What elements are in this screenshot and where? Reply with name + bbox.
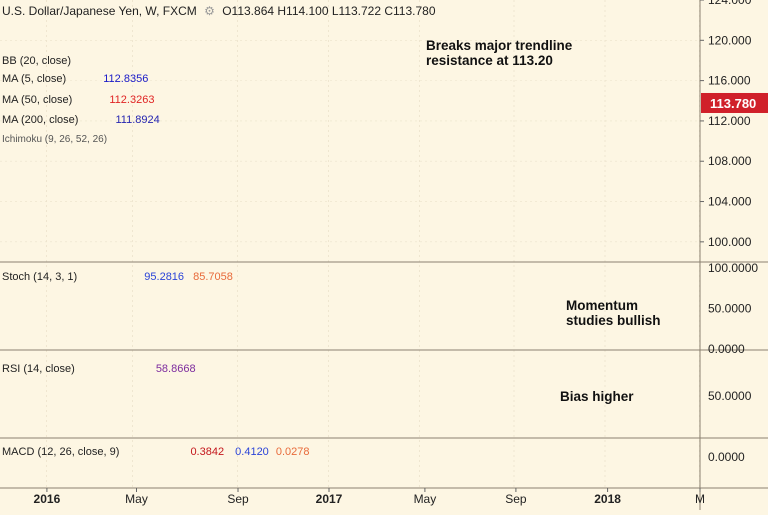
ichimoku-label[interactable]: Ichimoku (9, 26, 52, 26) bbox=[2, 134, 108, 145]
price-badge bbox=[701, 92, 768, 113]
x-tick-label: 2017 bbox=[316, 492, 343, 506]
settings-icon[interactable]: ⚙ bbox=[204, 4, 215, 18]
annotation-breakout: Breaks major trendline resistance at 113… bbox=[426, 38, 573, 68]
ma5-label[interactable]: MA (5, close) 112.8356 bbox=[2, 73, 149, 85]
x-tick-label: Sep bbox=[505, 492, 527, 506]
x-tick-label: 2016 bbox=[34, 492, 61, 506]
y-tick-label: 112.000 bbox=[708, 114, 751, 128]
ma50-value: 112.3263 bbox=[109, 94, 155, 106]
macd-signal-value: 0.0278 bbox=[275, 446, 310, 458]
annotation-momentum: Momentum studies bullish bbox=[566, 298, 661, 328]
stoch-tick-label: 0.0000 bbox=[708, 342, 745, 356]
x-tick-label: M bbox=[695, 492, 705, 506]
y-tick-label: 120.000 bbox=[708, 33, 752, 47]
ohlc-readout: O113.864 H114.100 L113.722 C113.780 bbox=[222, 4, 436, 18]
ma200-value: 111.8924 bbox=[115, 114, 160, 126]
macd-line-value: 0.4120 bbox=[235, 446, 269, 458]
rsi-label[interactable]: RSI (14, close) 58.8668 bbox=[2, 363, 196, 375]
ma5-value: 112.8356 bbox=[103, 73, 149, 85]
x-tick-label: 2018 bbox=[594, 492, 621, 506]
macd-hist-value: 0.3842 bbox=[190, 446, 225, 458]
macd-tick-label: 0.0000 bbox=[708, 450, 745, 464]
ma50-label[interactable]: MA (50, close) 112.3263 bbox=[2, 94, 155, 106]
x-tick-label: Sep bbox=[227, 492, 249, 506]
x-tick-label: May bbox=[414, 492, 437, 506]
macd-label[interactable]: MACD (12, 26, close, 9) 0.3842 0.4120 0.… bbox=[2, 446, 310, 458]
y-tick-label: 116.000 bbox=[708, 74, 751, 88]
y-tick-label: 104.000 bbox=[708, 195, 752, 209]
stoch-tick-label: 100.0000 bbox=[708, 261, 758, 275]
rsi-value: 58.8668 bbox=[155, 363, 196, 375]
y-tick-label: 124.000 bbox=[708, 0, 752, 7]
ma200-label[interactable]: MA (200, close) 111.8924 bbox=[2, 114, 160, 126]
bb-label[interactable]: BB (20, close) bbox=[2, 55, 72, 67]
y-tick-label: 100.000 bbox=[708, 235, 752, 249]
chart-title: U.S. Dollar/Japanese Yen, W, FXCM bbox=[2, 4, 197, 18]
stoch-label[interactable]: Stoch (14, 3, 1) 95.2816 85.7058 bbox=[2, 271, 233, 283]
stoch-d-value: 85.7058 bbox=[193, 271, 233, 283]
annotation-bias: Bias higher bbox=[560, 389, 634, 404]
price-badge-label: 113.780 bbox=[710, 96, 756, 111]
y-tick-label: 108.000 bbox=[708, 154, 752, 168]
stoch-k-value: 95.2816 bbox=[144, 271, 185, 283]
header-row: U.S. Dollar/Japanese Yen, W, FXCM ⚙ O113… bbox=[2, 4, 436, 18]
rsi-tick-label: 50.0000 bbox=[708, 389, 752, 403]
stoch-tick-label: 50.0000 bbox=[708, 302, 752, 316]
x-tick-label: May bbox=[125, 492, 148, 506]
